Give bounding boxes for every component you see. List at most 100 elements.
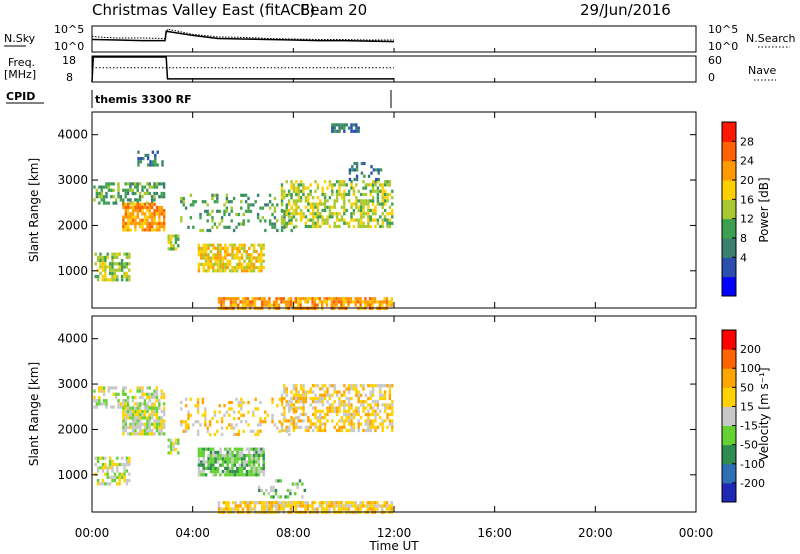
- cell: [153, 419, 156, 423]
- cell: [143, 416, 147, 420]
- cell: [221, 246, 225, 250]
- cell: [374, 180, 377, 184]
- cell: [125, 482, 129, 486]
- cell: [254, 432, 257, 437]
- cell: [124, 402, 127, 406]
- cell: [238, 266, 241, 270]
- cell: [265, 504, 269, 508]
- cell: [136, 419, 139, 423]
- cell: [388, 419, 392, 423]
- cell: [331, 205, 334, 209]
- cell: [375, 177, 378, 182]
- cell: [347, 412, 351, 417]
- cell: [314, 400, 317, 404]
- cell: [369, 390, 372, 394]
- cell: [211, 216, 214, 220]
- cell: [313, 507, 317, 511]
- cell: [219, 250, 222, 254]
- cell: [318, 504, 321, 508]
- cell: [94, 456, 97, 460]
- cell: [124, 202, 127, 206]
- cell: [257, 466, 261, 470]
- cell: [155, 395, 159, 400]
- cell: [285, 193, 289, 197]
- cell: [335, 300, 338, 304]
- cell: [160, 425, 163, 430]
- cell: [231, 450, 234, 454]
- cell: [216, 225, 219, 229]
- cell: [113, 463, 117, 467]
- cell: [93, 198, 96, 202]
- cell: [124, 205, 127, 210]
- cell: [143, 429, 147, 433]
- cell: [357, 205, 360, 209]
- cell: [200, 470, 203, 474]
- cell: [354, 303, 357, 307]
- cell: [169, 240, 173, 245]
- cell: [323, 192, 327, 197]
- cell: [155, 205, 159, 210]
- cell: [287, 504, 290, 508]
- cell: [304, 393, 308, 397]
- cell: [297, 400, 300, 404]
- cell: [311, 384, 315, 388]
- cell: [244, 209, 248, 213]
- cell: [347, 300, 350, 304]
- cell: [256, 216, 260, 220]
- cell: [108, 271, 112, 275]
- cell: [151, 432, 154, 436]
- cell: [381, 183, 384, 187]
- colorbar-tick-label: 12: [740, 213, 754, 226]
- cell: [211, 209, 214, 213]
- cell: [236, 457, 239, 461]
- cell: [268, 501, 271, 505]
- cell: [150, 395, 154, 400]
- cell: [151, 215, 154, 219]
- cell: [96, 268, 100, 272]
- cell: [292, 300, 295, 304]
- cell: [213, 413, 217, 417]
- cell: [151, 228, 154, 232]
- cell: [102, 185, 106, 189]
- cell: [261, 504, 264, 508]
- cell: [136, 185, 139, 189]
- cell: [359, 300, 362, 304]
- cell: [371, 400, 375, 404]
- cell: [223, 225, 226, 229]
- cell: [119, 195, 123, 199]
- cell: [309, 224, 312, 229]
- cell: [219, 243, 222, 247]
- cell: [378, 504, 381, 508]
- cell: [124, 212, 127, 216]
- cell: [131, 395, 135, 400]
- cell: [290, 419, 293, 423]
- cell: [257, 243, 261, 247]
- cell: [331, 126, 334, 130]
- cell: [187, 410, 190, 414]
- cell: [146, 386, 149, 390]
- cell: [311, 396, 315, 401]
- cell: [309, 218, 312, 222]
- cell: [374, 208, 377, 213]
- cell: [343, 212, 346, 216]
- cell: [337, 501, 341, 505]
- cell: [148, 413, 151, 417]
- cell: [127, 425, 130, 430]
- cell: [112, 182, 115, 186]
- cell: [125, 469, 129, 473]
- cell: [349, 297, 353, 301]
- cell: [114, 201, 118, 205]
- cell: [357, 409, 360, 413]
- cell: [95, 402, 99, 406]
- cell: [184, 206, 188, 210]
- cell: [247, 400, 250, 405]
- cell: [289, 297, 293, 301]
- cell: [321, 504, 324, 508]
- cell: [131, 218, 135, 222]
- cell: [309, 390, 312, 394]
- cell: [367, 409, 370, 413]
- cell: [243, 460, 246, 464]
- cell: [125, 275, 129, 279]
- cell: [273, 300, 276, 304]
- cell: [386, 403, 389, 407]
